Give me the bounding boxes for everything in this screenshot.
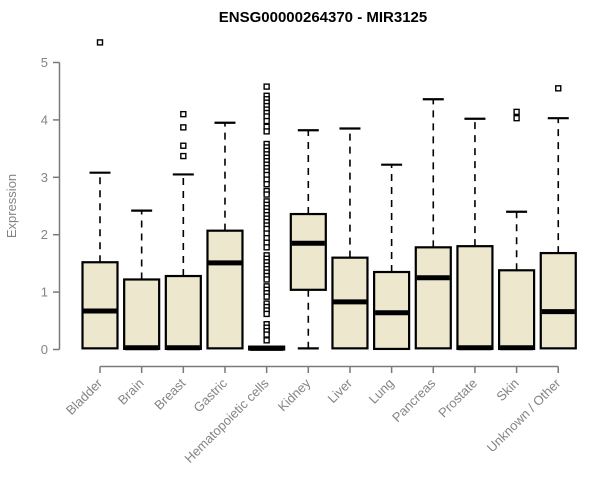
y-tick-label: 4: [41, 112, 48, 127]
x-tick-label: Skin: [493, 376, 521, 404]
outlier-unknown-other: [555, 85, 562, 92]
box-pancreas: [414, 246, 452, 350]
box-brain: [123, 278, 161, 351]
outlier-bladder: [96, 39, 104, 46]
box-skin: [498, 269, 536, 351]
chart-title: ENSG00000264370 - MIR3125: [219, 9, 427, 26]
box-bladder: [81, 261, 119, 350]
y-tick-label: 3: [41, 170, 48, 185]
box-breast: [164, 274, 202, 351]
box-gastric: [206, 229, 244, 350]
outlier-hematopoietic-cells: [263, 310, 270, 318]
outlier-hematopoietic-cells: [263, 128, 270, 135]
outlier-hematopoietic-cells: [263, 191, 270, 198]
x-tick-label: Breast: [151, 375, 188, 412]
x-tick-label: Unknown / Other: [484, 375, 564, 455]
x-tick-label: Pancreas: [389, 375, 439, 425]
outlier-hematopoietic-cells: [263, 83, 270, 90]
box-kidney: [289, 212, 327, 291]
outlier-hematopoietic-cells: [263, 331, 270, 338]
outlier-hematopoietic-cells: [263, 276, 270, 283]
outlier-hematopoietic-cells: [263, 180, 270, 188]
x-tick-label: Lung: [366, 376, 397, 407]
box-unknown-other: [539, 251, 577, 350]
outlier-breast: [180, 110, 187, 118]
outlier-breast: [180, 142, 187, 149]
outlier-breast: [180, 124, 187, 131]
x-tick-label: Bladder: [63, 375, 106, 418]
y-tick-label: 2: [41, 227, 48, 242]
x-tick-label: Kidney: [275, 375, 314, 414]
y-tick-label: 0: [41, 342, 48, 357]
y-axis-label: Expression: [4, 174, 19, 238]
outlier-hematopoietic-cells: [263, 337, 270, 344]
outlier-skin: [513, 108, 520, 116]
x-tick-label: Prostate: [435, 376, 480, 421]
outlier-hematopoietic-cells: [263, 117, 270, 125]
x-tick-label: Brain: [115, 376, 147, 408]
x-tick-label: Liver: [325, 375, 356, 406]
outlier-hematopoietic-cells: [263, 244, 270, 251]
box-prostate: [456, 245, 494, 351]
outlier-breast: [180, 152, 187, 160]
x-tick-label: Gastric: [190, 375, 230, 415]
y-tick-label: 5: [41, 55, 48, 70]
outlier-hematopoietic-cells: [263, 293, 270, 300]
y-tick-label: 1: [41, 285, 48, 300]
outlier-skin: [513, 114, 520, 122]
